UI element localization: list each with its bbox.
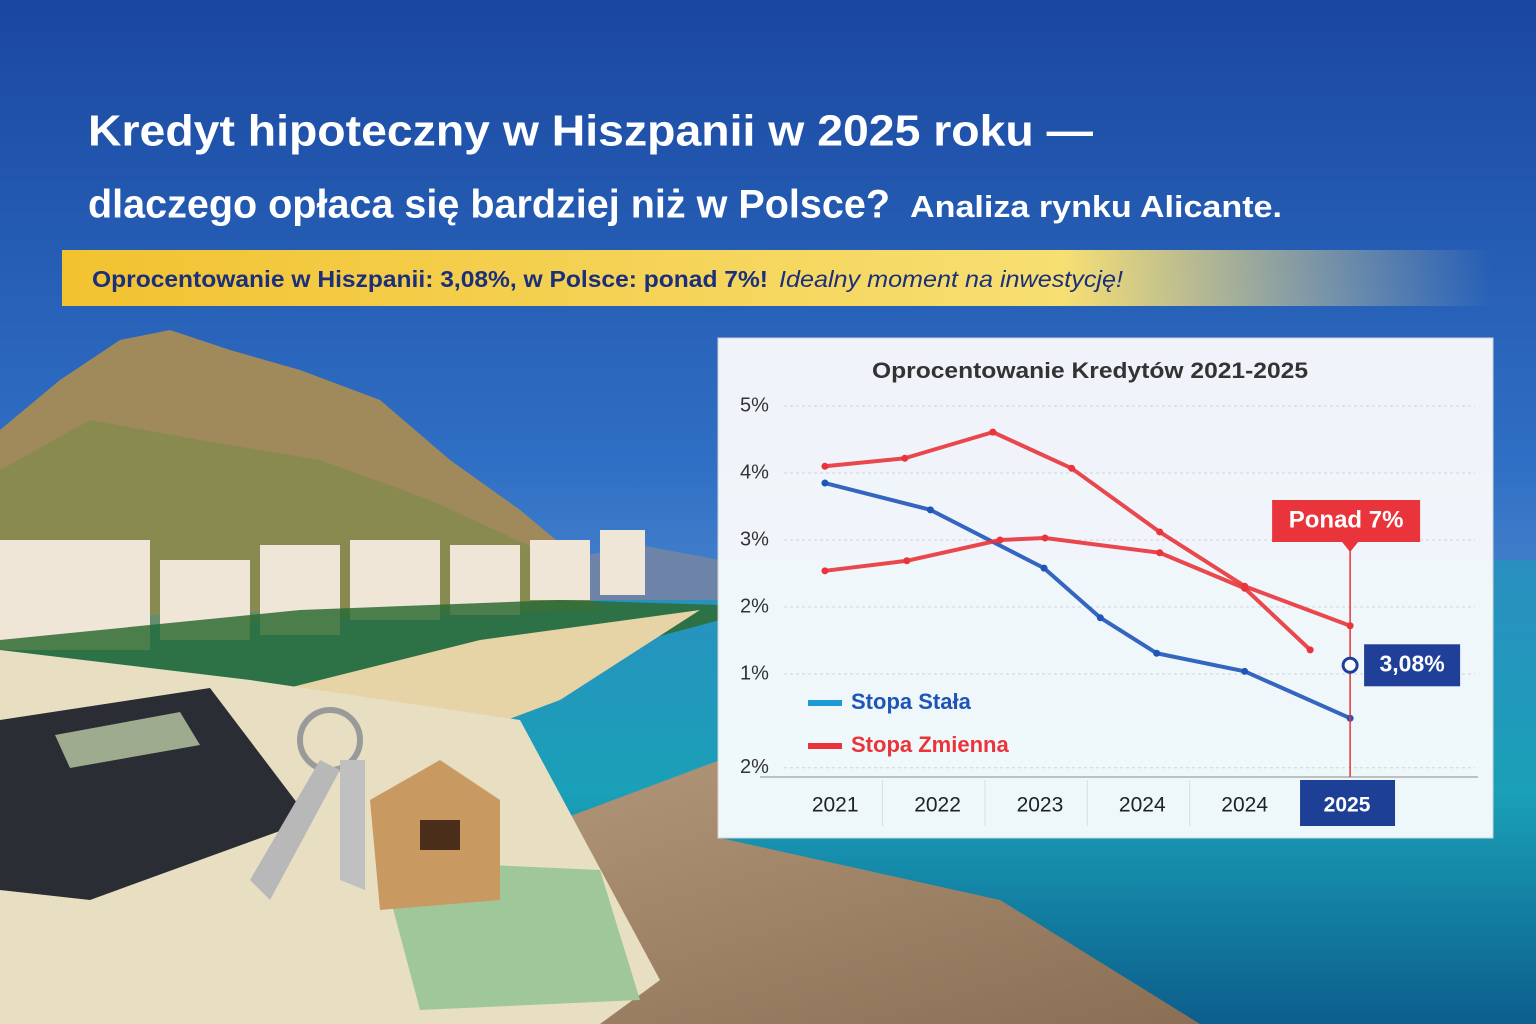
x-tick-label: 2022	[914, 794, 961, 817]
title-line2: dlaczego opłaca się bardziej niż w Polsc…	[88, 183, 890, 227]
series-point	[1040, 564, 1048, 572]
annotation-point	[1341, 656, 1359, 674]
series-point	[926, 506, 934, 514]
plot: 5% 4% 3% 2% 1% 2% 2021 2022 2023 2024 2024 2025 Stop…	[740, 394, 1478, 826]
y-tick-label: 4%	[740, 461, 769, 483]
annotation-box	[1272, 500, 1421, 542]
x-tick-label: 2023	[1017, 794, 1064, 817]
title-line1: Kredyt hipoteczny w Hiszpanii w 2025 rok…	[88, 107, 1093, 156]
series-point	[1156, 528, 1164, 536]
y-tick-label: 2%	[740, 595, 769, 617]
series-point	[1156, 549, 1164, 557]
banner-bold: Oprocentowanie w Hiszpanii: 3,08%, w Pol…	[92, 266, 768, 292]
y-tick-label: 1%	[740, 662, 769, 684]
headline: Kredyt hipoteczny w Hiszpanii w 2025 rok…	[88, 107, 1282, 227]
chart-title: Oprocentowanie Kredytów 2021-2025	[872, 358, 1308, 383]
title-suffix: Analiza rynku Alicante.	[910, 189, 1282, 224]
x-tick-label: 2021	[812, 794, 859, 817]
chart-panel	[717, 337, 1494, 839]
series-point	[1068, 464, 1076, 472]
series-point	[989, 428, 997, 436]
annotation-pointer	[1342, 542, 1359, 552]
y-tick-label: 5%	[740, 394, 769, 416]
x-tick-label: 2025	[1324, 794, 1371, 817]
series-point	[821, 567, 829, 575]
annotation-text: Ponad 7%	[1289, 506, 1404, 533]
annotation-text: 3,08%	[1379, 650, 1444, 676]
keys-house	[250, 707, 500, 910]
series-point	[1306, 646, 1314, 654]
y-tick-label: 2%	[740, 756, 769, 778]
series-point	[996, 536, 1004, 544]
calculator	[0, 688, 310, 900]
x-tick-label: 2024	[1119, 794, 1166, 817]
series-point	[1241, 667, 1249, 675]
buildings	[0, 530, 645, 650]
annotation-box	[1364, 644, 1461, 687]
legend-label: Stopa Zmienna	[851, 732, 1009, 757]
series-point	[821, 462, 829, 470]
series-point	[821, 479, 829, 487]
category-highlight	[1300, 780, 1396, 826]
banner	[62, 250, 1492, 306]
legend-label: Stopa Stała	[851, 689, 972, 714]
series-point	[903, 557, 911, 565]
series-point	[1241, 584, 1249, 592]
series-point	[1153, 649, 1161, 657]
series-point	[1041, 534, 1049, 542]
y-tick-label: 3%	[740, 528, 769, 550]
banner-italic: Idealny moment na inwestycję!	[779, 266, 1124, 292]
series-point	[1096, 614, 1104, 622]
series-point	[901, 454, 909, 462]
x-tick-label: 2024	[1221, 794, 1268, 817]
